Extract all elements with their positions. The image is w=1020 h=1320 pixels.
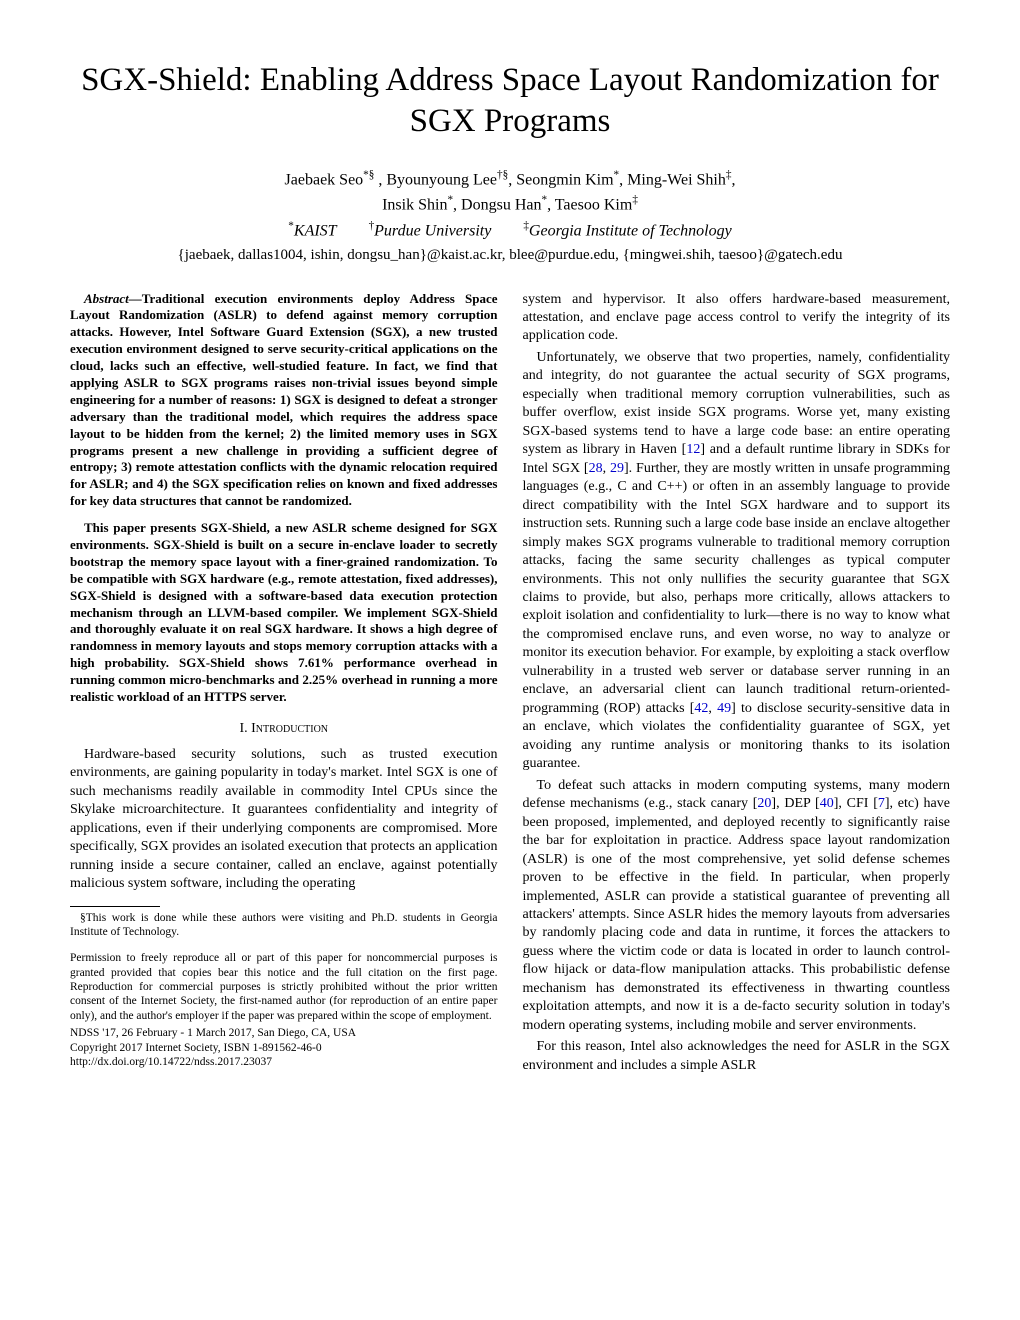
abstract-label: Abstract— <box>84 291 142 306</box>
paper-title: SGX-Shield: Enabling Address Space Layou… <box>70 60 950 143</box>
col2-paragraph-1: system and hypervisor. It also offers ha… <box>523 291 951 346</box>
section-heading-intro: I. Introduction <box>70 720 498 739</box>
left-column: Abstract—Traditional execution environme… <box>70 291 498 1079</box>
permission-notice: Permission to freely reproduce all or pa… <box>70 951 498 1023</box>
col2-paragraph-4: For this reason, Intel also acknowledges… <box>523 1038 951 1075</box>
footnote-authors: §This work is done while these authors w… <box>70 911 498 940</box>
citation-29: 29 <box>610 461 624 476</box>
citation-42: 42 <box>694 701 708 716</box>
author-emails: {jaebaek, dallas1004, ishin, dongsu_han}… <box>70 245 950 265</box>
citation-7: 7 <box>878 796 885 811</box>
two-column-layout: Abstract—Traditional execution environme… <box>70 291 950 1079</box>
citation-49: 49 <box>717 701 731 716</box>
doi-line: http://dx.doi.org/10.14722/ndss.2017.230… <box>70 1055 498 1069</box>
citation-12: 12 <box>686 442 700 457</box>
col2-paragraph-3: To defeat such attacks in modern computi… <box>523 777 951 1036</box>
col2-paragraph-2: Unfortunately, we observe that two prope… <box>523 349 951 774</box>
right-column: system and hypervisor. It also offers ha… <box>523 291 951 1079</box>
venue-line: NDSS '17, 26 February - 1 March 2017, Sa… <box>70 1026 498 1040</box>
abstract-paragraph-1: Abstract—Traditional execution environme… <box>70 291 498 511</box>
citation-20: 20 <box>757 796 771 811</box>
authors-line-1: Jaebaek Seo*§ , Byounyoung Lee†§, Seongm… <box>70 168 950 191</box>
citation-40: 40 <box>820 796 834 811</box>
copyright-line: Copyright 2017 Internet Society, ISBN 1-… <box>70 1041 498 1055</box>
abstract-text-1: Traditional execution environments deplo… <box>70 291 498 509</box>
authors-line-2: Insik Shin*, Dongsu Han*, Taesoo Kim‡ <box>70 193 950 216</box>
footnote-separator <box>70 906 160 907</box>
affiliations: *KAIST †Purdue University ‡Georgia Insti… <box>70 219 950 242</box>
abstract-paragraph-2: This paper presents SGX-Shield, a new AS… <box>70 520 498 706</box>
intro-paragraph-1: Hardware-based security solutions, such … <box>70 746 498 894</box>
citation-28: 28 <box>589 461 603 476</box>
